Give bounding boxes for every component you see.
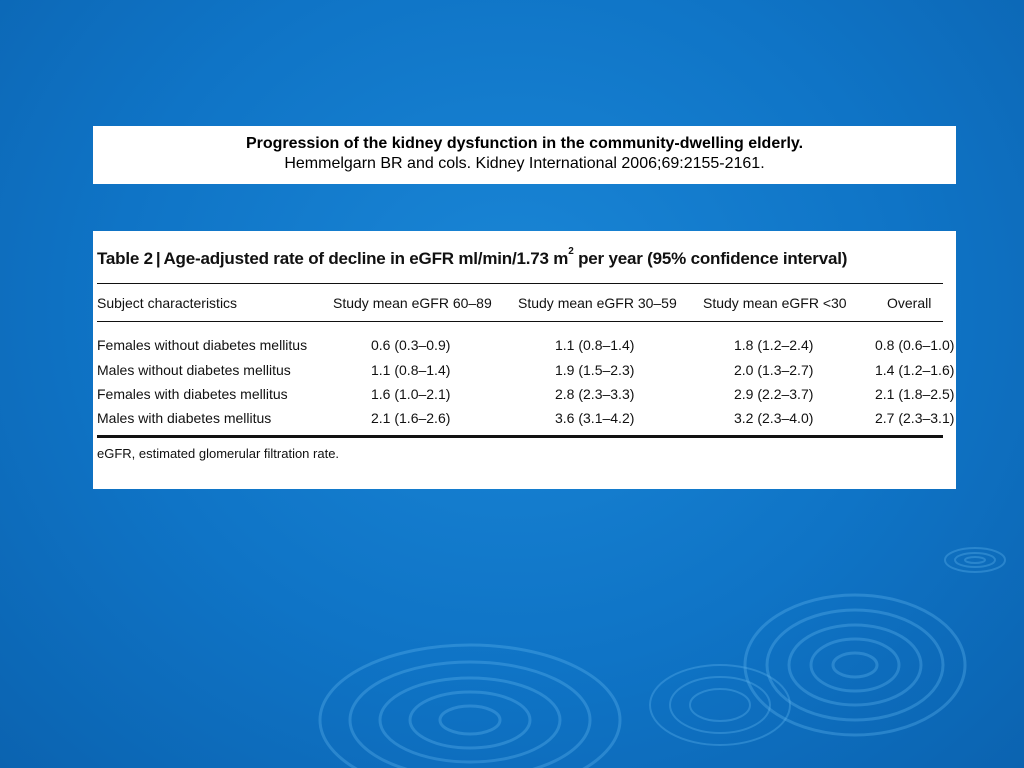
header-egfr-lt30: Study mean eGFR <30 — [703, 295, 847, 311]
table-top-rule — [97, 283, 943, 284]
slide-title: Progression of the kidney dysfunction in… — [245, 135, 804, 152]
cell-value: 1.1 (0.8–1.4) — [371, 362, 451, 378]
cell-value: 1.1 (0.8–1.4) — [555, 337, 635, 353]
cell-value: 1.8 (1.2–2.4) — [734, 337, 814, 353]
cell-value: 1.9 (1.5–2.3) — [555, 362, 635, 378]
cell-value: 2.1 (1.8–2.5) — [875, 386, 955, 402]
header-subject: Subject characteristics — [97, 295, 238, 311]
header-egfr-60-89: Study mean eGFR 60–89 — [333, 295, 492, 311]
cell-value: 3.2 (2.3–4.0) — [734, 410, 814, 426]
row-label: Males without diabetes mellitus — [97, 362, 291, 378]
header-overall: Overall — [887, 295, 932, 311]
cell-value: 3.6 (3.1–4.2) — [555, 410, 635, 426]
cell-value: 1.4 (1.2–1.6) — [875, 362, 955, 378]
header-egfr-30-59: Study mean eGFR 30–59 — [518, 295, 677, 311]
caption-separator: | — [155, 249, 161, 268]
caption-tail: per year (95% confidence interval) — [573, 249, 848, 268]
table-header-rule — [97, 321, 943, 322]
row-label: Females with diabetes mellitus — [97, 386, 288, 402]
cell-value: 2.7 (2.3–3.1) — [875, 410, 955, 426]
cell-value: 2.0 (1.3–2.7) — [734, 362, 814, 378]
table-caption: Table 2 | Age-adjusted rate of decline in … — [97, 246, 848, 269]
caption-superscript: 2 — [568, 246, 574, 258]
row-label: Females without diabetes mellitus — [97, 337, 308, 353]
cell-value: 2.9 (2.2–3.7) — [734, 386, 814, 402]
table-label: Table 2 — [97, 249, 153, 268]
cell-value: 0.8 (0.6–1.0) — [875, 337, 955, 353]
slide-citation: Hemmelgarn BR and cols. Kidney Internati… — [284, 155, 765, 172]
row-label: Males with diabetes mellitus — [97, 410, 272, 426]
citation-title-box: Progression of the kidney dysfunction in… — [93, 126, 956, 184]
table-image: Table 2 | Age-adjusted rate of decline in … — [93, 231, 956, 489]
cell-value: 2.8 (2.3–3.3) — [555, 386, 635, 402]
table-footnote: eGFR, estimated glomerular filtration ra… — [97, 446, 340, 461]
cell-value: 0.6 (0.3–0.9) — [371, 337, 451, 353]
cell-value: 2.1 (1.6–2.6) — [371, 410, 451, 426]
table-bottom-rule — [97, 435, 943, 438]
cell-value: 1.6 (1.0–2.1) — [371, 386, 451, 402]
caption-main: Age-adjusted rate of decline in eGFR ml/… — [163, 249, 569, 268]
